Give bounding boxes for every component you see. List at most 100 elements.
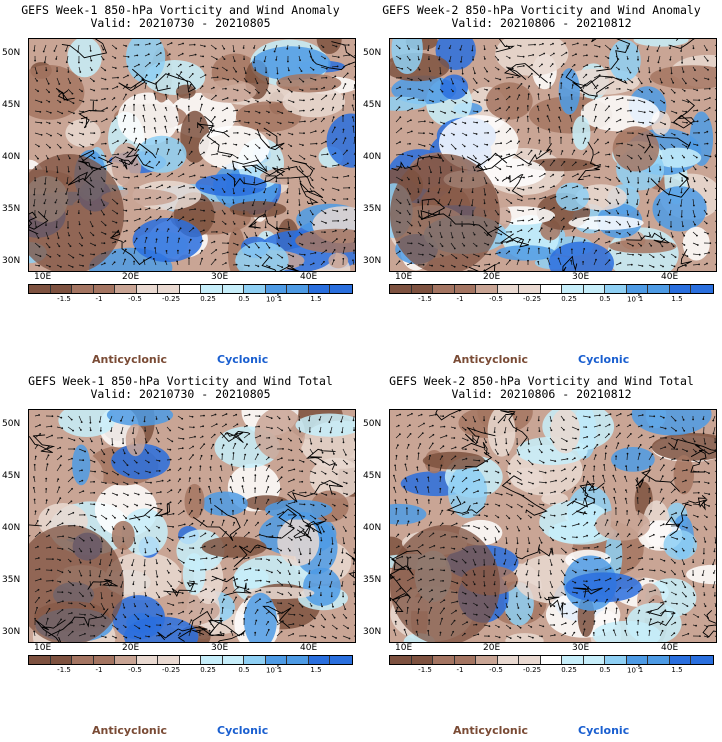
colorbar-segment xyxy=(669,285,691,293)
colorbar-segment xyxy=(433,285,455,293)
colorbar-tick-label: -1 xyxy=(456,666,464,674)
vorticity-map xyxy=(28,38,356,272)
longitude-label: 40E xyxy=(300,272,318,282)
colorbar-tick-label: 0.25 xyxy=(200,295,216,303)
longitude-label: 30E xyxy=(572,643,590,653)
vorticity-shade xyxy=(175,84,196,99)
vorticity-shade xyxy=(111,443,171,480)
vorticity-shade xyxy=(282,86,346,118)
latitude-label: 50N xyxy=(363,48,382,58)
latitude-label: 45N xyxy=(363,100,382,110)
colorbar-segment xyxy=(691,656,713,664)
colorbar-tick-label: -0.25 xyxy=(522,666,542,674)
vorticity-shade xyxy=(117,92,179,146)
colorbar-tick-label: 1.5 xyxy=(671,666,683,674)
longitude-label: 10E xyxy=(34,272,52,282)
cyclonic-label: Cyclonic xyxy=(578,724,630,737)
colorbar-segment xyxy=(308,285,330,293)
colorbar-tick-label: 1.5 xyxy=(671,295,683,303)
latitude-label: 35N xyxy=(2,575,21,585)
vorticity-shade xyxy=(198,125,270,170)
panel-valid-dates: Valid: 20210806 - 20210812 xyxy=(451,16,632,30)
colorbar-units: 10-5 xyxy=(266,665,280,675)
panel-valid-dates: Valid: 20210730 - 20210805 xyxy=(90,16,271,30)
vorticity-shade xyxy=(106,410,174,426)
vorticity-shade xyxy=(105,552,182,601)
vorticity-shade xyxy=(125,424,146,457)
vorticity-shade xyxy=(235,241,289,271)
colorbar-tick-label: -1.5 xyxy=(57,295,71,303)
colorbar-units: 10-5 xyxy=(627,294,641,304)
vorticity-shade xyxy=(651,433,716,461)
colorbar-segment xyxy=(476,656,498,664)
latitude-label: 40N xyxy=(363,523,382,533)
colorbar-tick-label: 1.5 xyxy=(310,295,322,303)
longitude-label: 30E xyxy=(211,272,229,282)
vorticity-shade xyxy=(276,73,342,93)
anticyclonic-label: Anticyclonic xyxy=(92,353,168,366)
longitude-label: 30E xyxy=(211,643,229,653)
vorticity-shade xyxy=(229,201,287,218)
anticyclonic-label: Anticyclonic xyxy=(92,724,168,737)
longitude-label: 20E xyxy=(122,272,140,282)
vorticity-shade xyxy=(555,182,589,211)
colorbar-tick-label: -0.25 xyxy=(161,666,181,674)
colorbar-segment xyxy=(648,656,670,664)
vorticity-shade xyxy=(277,517,320,566)
longitude-label: 10E xyxy=(395,272,413,282)
colorbar-tick-label: 0.25 xyxy=(561,666,577,674)
longitude-label: 40E xyxy=(300,643,318,653)
colorbar-segment xyxy=(583,285,605,293)
colorbar-segment xyxy=(626,285,648,293)
cyclonic-label: Cyclonic xyxy=(217,353,269,366)
vorticity-shade xyxy=(487,410,516,457)
colorbar-segment xyxy=(72,656,94,664)
colorbar-segment xyxy=(50,656,72,664)
vorticity-shade xyxy=(673,455,694,495)
cyclonic-label: Cyclonic xyxy=(578,353,630,366)
colorbar-segment xyxy=(540,285,562,293)
colorbar-units: 10-5 xyxy=(627,665,641,675)
colorbar-segment xyxy=(540,656,562,664)
colorbar-segment xyxy=(287,656,309,664)
colorbar-tick-label: -1.5 xyxy=(57,666,71,674)
longitude-label: 30E xyxy=(572,272,590,282)
colorbar-tick-label: 1 xyxy=(638,295,644,303)
colorbar-segment xyxy=(93,656,115,664)
colorbar-segment xyxy=(626,656,648,664)
colorbar-segment xyxy=(287,285,309,293)
colorbar-segment xyxy=(93,285,115,293)
vorticity-shade xyxy=(575,184,627,211)
colorbar-segment xyxy=(691,285,713,293)
colorbar-segment xyxy=(308,656,330,664)
colorbar-tick-label: -1.5 xyxy=(418,295,432,303)
latitude-label: 50N xyxy=(363,419,382,429)
colorbar-tick-label: 0.25 xyxy=(200,666,216,674)
vorticity-shade xyxy=(565,572,642,603)
cyclonic-label: Cyclonic xyxy=(217,724,269,737)
colorbar-segment xyxy=(265,656,287,664)
colorbar-tick-label: 0.5 xyxy=(599,295,611,303)
colorbar-tick-label: 0.5 xyxy=(238,666,250,674)
vorticity-shade xyxy=(440,74,469,100)
latitude-label: 40N xyxy=(363,152,382,162)
vorticity-shade xyxy=(35,448,104,505)
colorbar-tick-label: 1 xyxy=(638,666,644,674)
vorticity-shade xyxy=(608,39,641,81)
longitude-label: 20E xyxy=(483,272,501,282)
colorbar-segment xyxy=(136,285,158,293)
vorticity-shade xyxy=(686,564,716,585)
vorticity-shade xyxy=(124,616,199,642)
colorbar-segment xyxy=(454,285,476,293)
wind-vectors xyxy=(33,42,355,269)
vorticity-shade xyxy=(234,567,269,589)
vorticity-shade xyxy=(548,241,614,271)
vorticity-shade xyxy=(510,467,544,490)
vorticity-map xyxy=(389,409,717,643)
colorbar-segment xyxy=(115,285,137,293)
colorbar-segment xyxy=(648,285,670,293)
colorbar-tick-label: 0.5 xyxy=(599,666,611,674)
longitude-label: 40E xyxy=(661,643,679,653)
colorbar xyxy=(28,655,353,665)
colorbar-segment xyxy=(244,656,266,664)
